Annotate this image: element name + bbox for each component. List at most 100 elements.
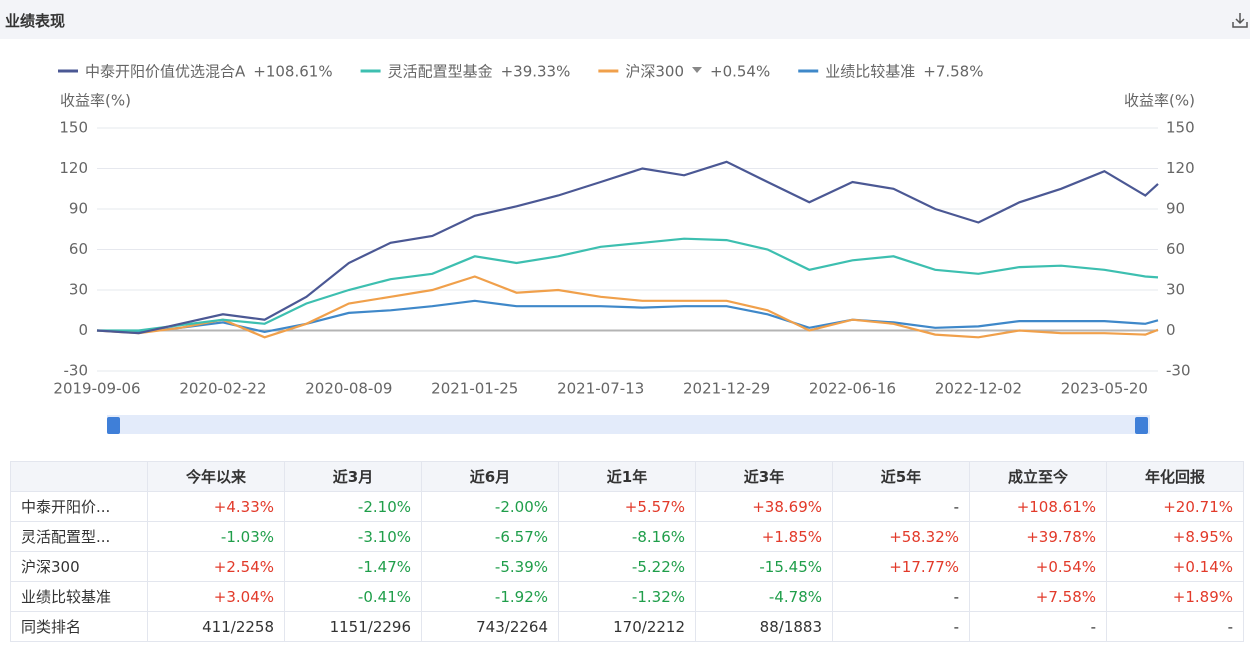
- header-cell: 近6月: [421, 461, 559, 492]
- table-row: 灵活配置型... -1.03% -3.10% -6.57% -8.16% +1.85% +5…: [10, 521, 1244, 552]
- y-tick-label: 150: [59, 119, 88, 137]
- x-tick-label: 2022-06-16: [809, 380, 896, 398]
- value-cell: -1.92%: [421, 581, 559, 612]
- y2-tick-label: 0: [1166, 321, 1176, 339]
- header-cell: 近3月: [284, 461, 422, 492]
- value-cell: +8.95%: [1106, 521, 1244, 552]
- x-tick-label: 2022-12-02: [935, 380, 1022, 398]
- slider-handle[interactable]: [1135, 417, 1148, 434]
- value-cell: -5.39%: [421, 551, 559, 582]
- value-cell: -15.45%: [695, 551, 833, 582]
- chart: 收益率(%) 收益率(%) -30 0 30 60 90 120 150 -30 0 30 60 90 12…: [53, 63, 1195, 434]
- legend-value: +0.54%: [710, 63, 770, 81]
- series-line: [96, 299, 1159, 334]
- x-tick-label: 2021-01-25: [431, 380, 518, 398]
- series-line: [96, 275, 1159, 339]
- value-cell: +1.89%: [1106, 581, 1244, 612]
- name-cell: 同类排名: [10, 611, 148, 642]
- table-row: 同类排名 411/2258 1151/2296 743/2264 170/2212 88/…: [10, 611, 1244, 642]
- legend-label: 沪深300: [625, 63, 684, 81]
- y-tick-label: -30: [64, 362, 89, 380]
- dropdown-icon: [692, 67, 702, 73]
- value-cell: -6.57%: [421, 521, 559, 552]
- value-cell: +38.69%: [695, 491, 833, 522]
- legend-label: 中泰开阳价值优选混合A: [85, 63, 246, 81]
- x-tick-label: 2020-08-09: [305, 380, 392, 398]
- value-cell: -: [832, 611, 970, 642]
- y-tick-label: 30: [69, 281, 88, 299]
- value-cell: +7.58%: [969, 581, 1107, 612]
- y-tick-label: 90: [69, 200, 88, 218]
- value-cell: 743/2264: [421, 611, 559, 642]
- header-cell: 近5年: [832, 461, 970, 492]
- download-icon[interactable]: [1231, 11, 1249, 29]
- value-cell: -: [832, 491, 970, 522]
- y-tick-label: 120: [59, 159, 88, 177]
- value-cell: -2.00%: [421, 491, 559, 522]
- value-cell: -8.16%: [558, 521, 696, 552]
- x-tick-label: 2019-09-06: [53, 380, 140, 398]
- value-cell: -1.32%: [558, 581, 696, 612]
- header-cell: 近1年: [558, 461, 696, 492]
- legend-label: 灵活配置型基金: [388, 63, 493, 81]
- header-cell: 近3年: [695, 461, 833, 492]
- series-line: [96, 160, 1159, 335]
- header-row: 今年以来 近3月 近6月 近1年 近3年 近5年 成立至今 年化回报: [10, 461, 1244, 492]
- performance-table: 今年以来 近3月 近6月 近1年 近3年 近5年 成立至今 年化回报 中泰开阳价... +4.33…: [10, 461, 1244, 642]
- legend-value: +108.61%: [253, 63, 332, 81]
- name-cell: 灵活配置型...: [10, 521, 148, 552]
- y-tick-label: 60: [69, 240, 88, 258]
- value-cell: -: [1106, 611, 1244, 642]
- x-tick-label: 2021-12-29: [683, 380, 770, 398]
- table-row: 业绩比较基准 +3.04% -0.41% -1.92% -1.32% -4.78% - +7.…: [10, 581, 1244, 612]
- value-cell: -4.78%: [695, 581, 833, 612]
- y2-tick-label: 120: [1166, 159, 1195, 177]
- header-bar: 业绩表现: [0, 0, 1250, 39]
- value-cell: 411/2258: [147, 611, 285, 642]
- value-cell: +0.14%: [1106, 551, 1244, 582]
- value-cell: +5.57%: [558, 491, 696, 522]
- value-cell: +1.85%: [695, 521, 833, 552]
- y-axis-label: 收益率(%): [60, 92, 131, 110]
- value-cell: +108.61%: [969, 491, 1107, 522]
- value-cell: +20.71%: [1106, 491, 1244, 522]
- legend-value: +39.33%: [501, 63, 571, 81]
- x-tick-label: 2021-07-13: [557, 380, 644, 398]
- value-cell: -2.10%: [284, 491, 422, 522]
- section-title: 业绩表现: [5, 12, 66, 30]
- value-cell: +2.54%: [147, 551, 285, 582]
- y2-axis-label: 收益率(%): [1124, 92, 1195, 110]
- value-cell: 88/1883: [695, 611, 833, 642]
- header-cell: 成立至今: [969, 461, 1107, 492]
- value-cell: 1151/2296: [284, 611, 422, 642]
- y2-tick-label: 30: [1166, 281, 1185, 299]
- table-row: 沪深300 +2.54% -1.47% -5.39% -5.22% -15.45% +17.…: [10, 551, 1244, 582]
- value-cell: +0.54%: [969, 551, 1107, 582]
- y2-tick-label: 90: [1166, 200, 1185, 218]
- value-cell: -: [832, 581, 970, 612]
- value-cell: +39.78%: [969, 521, 1107, 552]
- value-cell: +58.32%: [832, 521, 970, 552]
- x-tick-label: 2023-05-20: [1061, 380, 1148, 398]
- legend-label: 业绩比较基准: [825, 63, 915, 81]
- slider-handle[interactable]: [107, 417, 120, 434]
- header-cell: 年化回报: [1106, 461, 1244, 492]
- value-cell: -0.41%: [284, 581, 422, 612]
- y2-tick-label: 60: [1166, 240, 1185, 258]
- value-cell: +17.77%: [832, 551, 970, 582]
- series-line: [97, 237, 1159, 332]
- name-cell: 中泰开阳价...: [10, 491, 148, 522]
- header-cell: 今年以来: [147, 461, 285, 492]
- legend-value: +7.58%: [923, 63, 983, 81]
- value-cell: +4.33%: [147, 491, 285, 522]
- value-cell: -1.47%: [284, 551, 422, 582]
- value-cell: -5.22%: [558, 551, 696, 582]
- zoom-slider[interactable]: [107, 415, 1150, 434]
- y-tick-label: 0: [78, 321, 88, 339]
- name-cell: 沪深300: [10, 551, 148, 582]
- header-cell: [10, 461, 148, 492]
- name-cell: 业绩比较基准: [10, 581, 148, 612]
- value-cell: -: [969, 611, 1107, 642]
- y2-tick-label: -30: [1166, 362, 1191, 380]
